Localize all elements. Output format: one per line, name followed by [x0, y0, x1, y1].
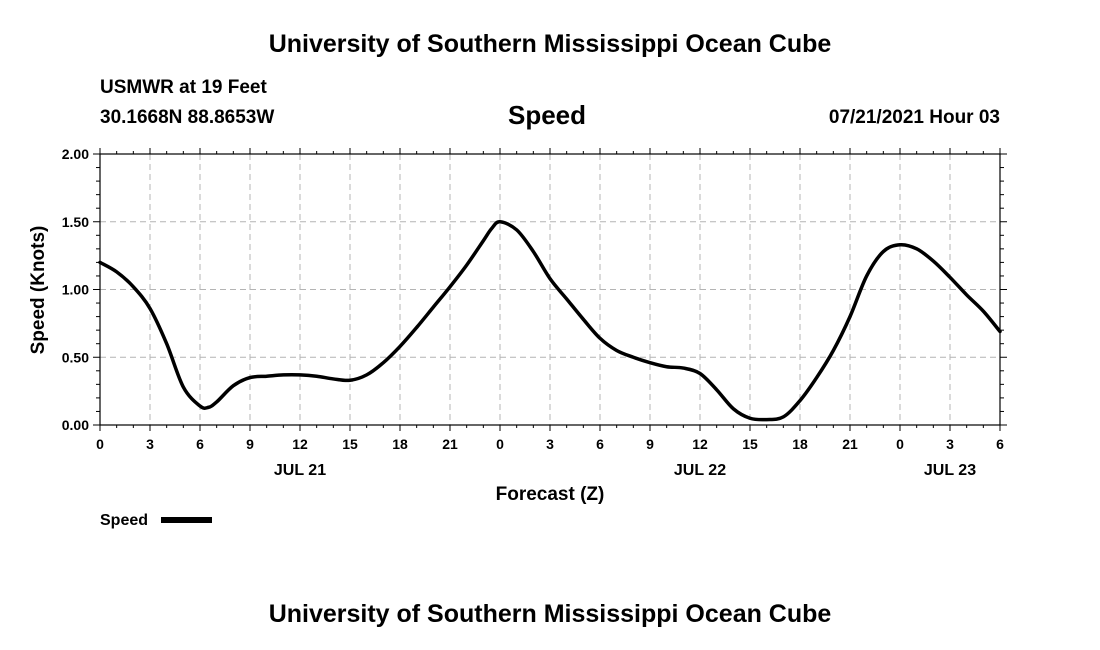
x-axis-title: Forecast (Z) [496, 484, 605, 505]
x-tick-label: 18 [392, 436, 408, 452]
x-tick-label: 0 [496, 436, 504, 452]
y-axis-title: Speed (Knots) [28, 226, 49, 355]
x-tick-label: 18 [792, 436, 808, 452]
x-tick-label: 12 [692, 436, 708, 452]
x-tick-label: 0 [896, 436, 904, 452]
legend-swatch [161, 517, 212, 523]
y-tick-label: 0.00 [62, 417, 89, 433]
y-tick-label: 1.00 [62, 282, 89, 298]
label-layer: 0 3 6 9 12 15 18 21 0 3 6 9 12 15 18 21 0 3 6 JUL 21 JUL 22 J… [62, 146, 1004, 479]
bottom-title: University of Southern Mississippi Ocean… [268, 600, 832, 628]
date-label: JUL 22 [674, 462, 726, 479]
x-tick-label: 3 [946, 436, 954, 452]
top-title: University of Southern Mississippi Ocean… [268, 30, 832, 58]
chart-title: Speed [508, 100, 587, 130]
x-tick-label: 6 [196, 436, 204, 452]
x-tick-label: 6 [596, 436, 604, 452]
x-tick-label: 21 [442, 436, 458, 452]
x-tick-label: 15 [742, 436, 758, 452]
tick-layer [93, 148, 1007, 431]
x-tick-label: 21 [842, 436, 858, 452]
x-tick-label: 3 [546, 436, 554, 452]
x-tick-label: 3 [146, 436, 154, 452]
station-label: USMWR at 19 Feet [100, 77, 267, 98]
y-tick-label: 0.50 [62, 349, 89, 365]
chart-grid [100, 154, 1000, 425]
x-tick-label: 9 [246, 436, 254, 452]
y-tick-label: 1.50 [62, 214, 89, 230]
x-tick-label: 12 [292, 436, 308, 452]
date-label: JUL 23 [924, 462, 976, 479]
x-tick-label: 0 [96, 436, 104, 452]
x-tick-label: 9 [646, 436, 654, 452]
legend-label: Speed [100, 512, 148, 529]
date-label: JUL 21 [274, 462, 326, 479]
y-tick-label: 2.00 [62, 146, 89, 162]
timestamp-label: 07/21/2021 Hour 03 [828, 107, 1000, 128]
coordinates-label: 30.1668N 88.8653W [100, 107, 275, 128]
series-layer [98, 220, 1002, 422]
x-tick-label: 6 [996, 436, 1004, 452]
series-line-speed [98, 220, 1002, 422]
x-tick-label: 15 [342, 436, 358, 452]
